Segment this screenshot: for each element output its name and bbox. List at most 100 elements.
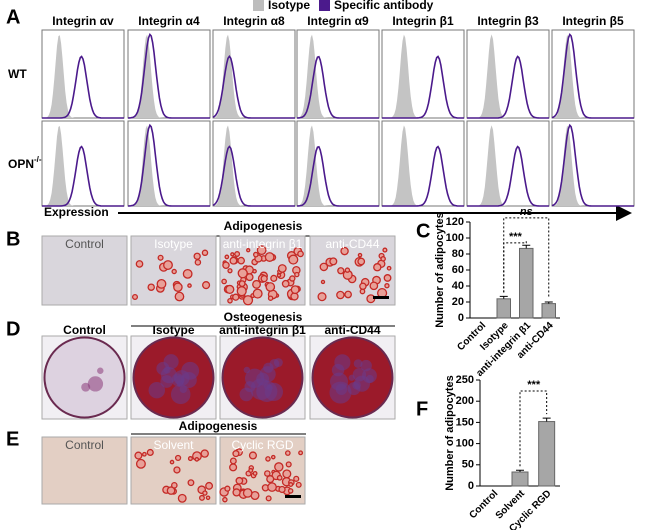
stain-patch <box>87 376 104 392</box>
lipid-droplet <box>236 286 247 297</box>
isotype-peak <box>213 34 295 118</box>
lipid-droplet <box>173 282 183 292</box>
axis-label: Expression <box>44 205 109 219</box>
stain-patch <box>335 383 348 396</box>
lipid-droplet <box>135 458 146 469</box>
y-tick-label: 200 <box>456 395 474 407</box>
antibody-peak <box>296 55 379 119</box>
lipid-droplet <box>288 482 294 488</box>
column-title: Integrin β1 <box>392 14 454 28</box>
isotype-peak <box>382 34 464 118</box>
isotype-peak <box>128 125 210 206</box>
antibody-peak <box>467 145 549 207</box>
lipid-droplet <box>267 295 274 301</box>
isotype-peak <box>297 125 379 206</box>
lipid-droplet <box>187 479 195 487</box>
lipid-droplet <box>194 259 202 266</box>
image-caption: Control <box>63 323 106 337</box>
lipid-droplet <box>166 486 176 495</box>
lipid-droplet <box>156 278 167 289</box>
lipid-droplet <box>274 462 284 472</box>
stain-patch <box>334 354 351 371</box>
bar <box>538 421 556 487</box>
lipid-droplet <box>265 495 272 502</box>
error-bar <box>522 244 531 249</box>
lipid-droplet <box>201 249 209 257</box>
y-tick-label: 150 <box>456 416 474 428</box>
lipid-droplet <box>173 466 181 474</box>
lipid-droplet <box>198 494 205 501</box>
panel-label: B <box>6 228 20 250</box>
significance-bracket <box>519 390 548 467</box>
lipid-droplet <box>163 260 173 271</box>
lipid-droplet <box>293 475 300 482</box>
significance-label: *** <box>509 231 523 243</box>
stain-patch <box>163 354 179 370</box>
stain-patch <box>160 367 178 384</box>
legend-label: Isotype <box>268 0 310 12</box>
lipid-droplet <box>337 267 345 275</box>
lipid-droplet <box>248 467 254 474</box>
error-bar <box>516 469 524 473</box>
lipid-droplet <box>194 457 200 462</box>
significance-bracket <box>503 217 550 298</box>
lipid-droplet <box>205 495 211 501</box>
isotype-peak <box>42 35 124 119</box>
isotype-peak <box>297 34 379 118</box>
lipid-droplet <box>147 283 155 291</box>
lipid-droplet <box>289 275 296 282</box>
stain-patch <box>239 387 254 402</box>
error-bar <box>542 417 551 422</box>
lipid-droplet <box>359 288 366 295</box>
lipid-droplet <box>265 282 276 292</box>
y-tick-label: 250 <box>456 374 474 386</box>
antibody-peak <box>296 145 379 207</box>
lipid-droplet <box>205 481 214 490</box>
lipid-droplet <box>344 267 351 273</box>
antibody-peak <box>551 32 634 119</box>
lipid-droplet <box>169 459 175 465</box>
lipid-droplet <box>222 261 230 270</box>
lipid-droplet <box>177 493 187 503</box>
lipid-droplet <box>340 246 349 256</box>
row-label: WT <box>8 67 27 81</box>
lipid-droplet <box>187 456 193 462</box>
lipid-droplet <box>297 250 304 258</box>
image-caption: Isotype <box>154 237 193 251</box>
lipid-droplet <box>252 268 257 274</box>
antibody-peak <box>382 145 464 207</box>
error-bar <box>499 295 508 299</box>
row-label: OPN-/- <box>8 155 42 171</box>
legend-swatch <box>253 0 264 11</box>
panel-label: E <box>6 428 19 450</box>
lipid-droplet <box>383 274 392 282</box>
lipid-droplet <box>317 292 327 302</box>
group-title: Adipogenesis <box>224 219 303 233</box>
group-title: Osteogenesis <box>224 310 303 324</box>
stain-patch <box>244 368 265 389</box>
significance-label: ns <box>520 206 533 218</box>
bar <box>496 298 511 319</box>
lipid-droplet <box>284 450 291 456</box>
lipid-droplet <box>295 481 302 488</box>
stain-patch <box>365 374 374 383</box>
lipid-droplet <box>294 271 300 278</box>
antibody-peak <box>42 145 124 207</box>
significance-label: *** <box>527 379 541 391</box>
lipid-droplet <box>320 279 326 285</box>
panel-label: C <box>416 220 430 242</box>
lipid-droplet <box>182 268 193 279</box>
lipid-droplet <box>135 260 144 268</box>
lipid-droplet <box>235 476 244 485</box>
image-caption: Solvent <box>153 438 194 452</box>
y-tick-label: 60 <box>452 264 464 276</box>
micrograph <box>41 235 128 306</box>
image-caption: anti-integrin β1 <box>219 323 306 337</box>
lipid-droplet <box>230 252 235 257</box>
y-tick-label: 120 <box>446 216 464 228</box>
lipid-droplet <box>221 278 227 285</box>
y-tick-label: 80 <box>452 248 464 260</box>
image-caption: anti-CD44 <box>325 237 379 251</box>
stain-patch <box>273 358 283 367</box>
